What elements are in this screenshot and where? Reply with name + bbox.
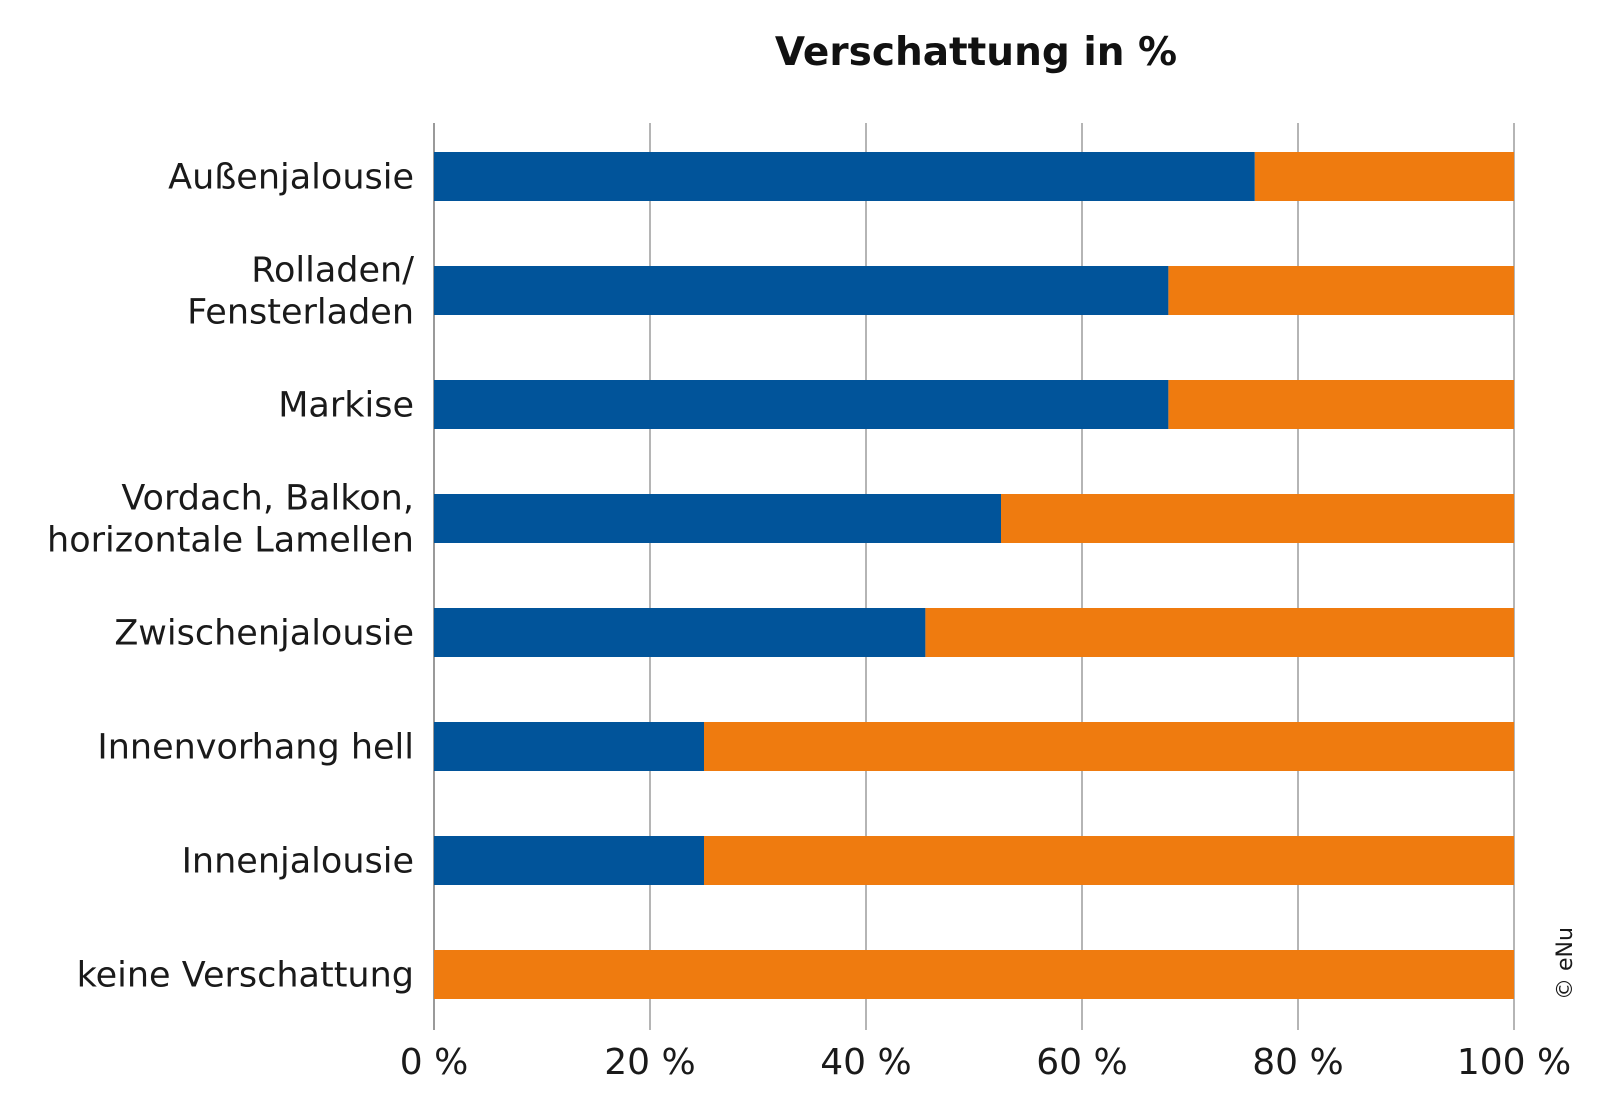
category-label: Innenvorhang hell xyxy=(97,728,414,768)
bar-segment-6-0 xyxy=(434,836,704,885)
x-axis-ticks: 0 % 20 % 40 % 60 % 80 % 100 % xyxy=(400,1042,1571,1083)
category-label: Markise xyxy=(278,386,414,426)
category-label: Rolladen/ xyxy=(251,251,414,291)
category-label: Außenjalousie xyxy=(168,158,414,198)
bar-segment-3-1 xyxy=(1001,494,1514,543)
gridlines xyxy=(433,123,1515,1030)
bar-segment-1-1 xyxy=(1168,266,1514,315)
category-label: Vordach, Balkon, xyxy=(121,479,414,519)
bar-segment-3-0 xyxy=(434,494,1001,543)
x-tick-label: 80 % xyxy=(1252,1042,1343,1083)
x-tick-label: 100 % xyxy=(1457,1042,1571,1083)
copyright-note: © eNu xyxy=(1553,927,1578,1000)
category-label: horizontale Lamellen xyxy=(47,521,414,561)
bar-segment-1-0 xyxy=(434,266,1169,315)
bar-segment-6-1 xyxy=(704,836,1514,885)
bar-segment-4-1 xyxy=(925,608,1514,657)
category-label: Zwischenjalousie xyxy=(114,614,414,654)
x-tick-label: 0 % xyxy=(400,1042,469,1083)
bar-segment-7-1 xyxy=(434,950,1514,999)
category-label: Innenjalousie xyxy=(182,842,414,882)
x-tick-label: 60 % xyxy=(1036,1042,1127,1083)
category-label: keine Verschattung xyxy=(77,956,414,996)
category-label: Fensterladen xyxy=(187,293,414,333)
bar-segment-2-1 xyxy=(1168,380,1514,429)
bars xyxy=(434,152,1514,999)
x-tick-label: 40 % xyxy=(820,1042,911,1083)
bar-segment-5-1 xyxy=(704,722,1514,771)
x-tick-label: 20 % xyxy=(604,1042,695,1083)
bar-segment-0-1 xyxy=(1254,152,1514,201)
bar-segment-4-0 xyxy=(434,608,926,657)
bar-segment-0-0 xyxy=(434,152,1255,201)
chart-title: Verschattung in % xyxy=(775,30,1177,75)
bar-segment-2-0 xyxy=(434,380,1169,429)
category-labels: Außenjalousie Rolladen/Fensterladen Markis… xyxy=(47,158,414,996)
bar-segment-5-0 xyxy=(434,722,704,771)
